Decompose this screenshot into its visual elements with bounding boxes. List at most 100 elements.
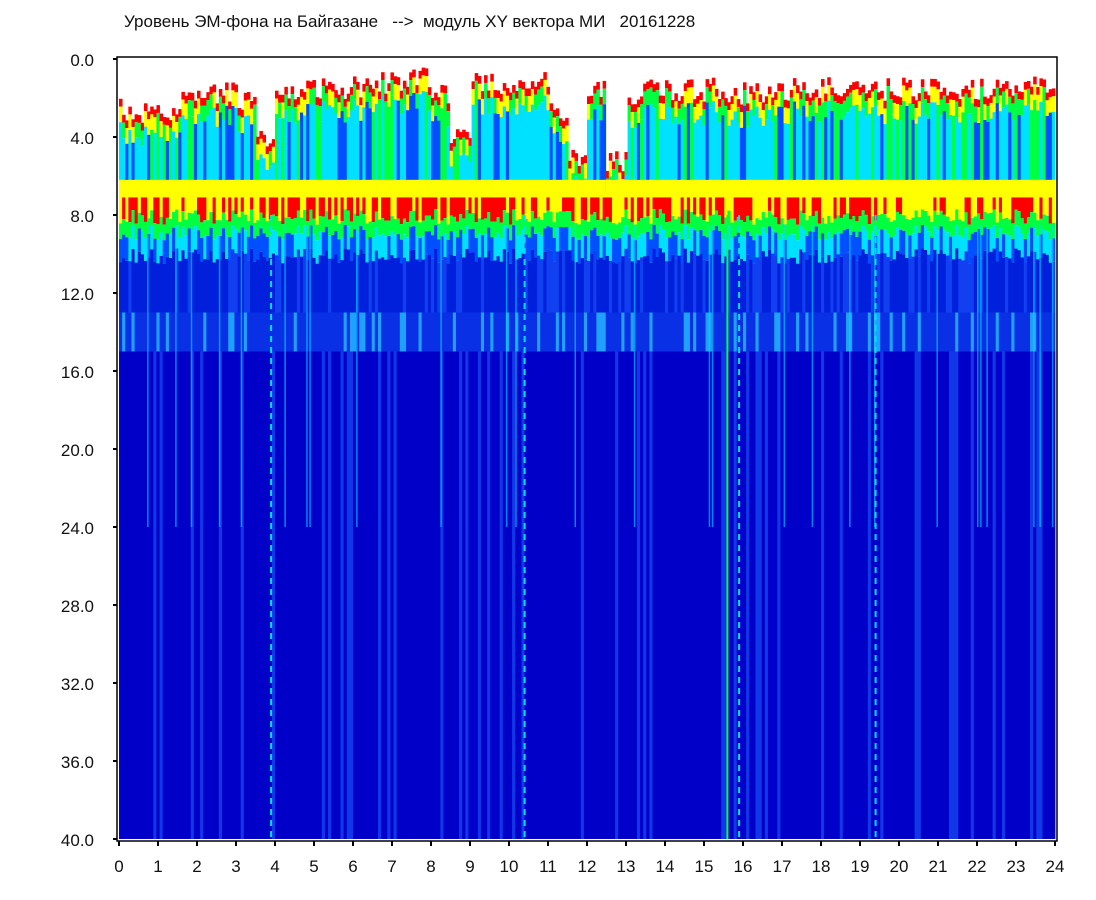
heatmap-cell bbox=[278, 179, 282, 198]
heatmap-cell bbox=[268, 312, 273, 352]
heatmap-cell bbox=[864, 230, 869, 254]
heatmap-cell bbox=[749, 109, 753, 180]
heatmap-cell bbox=[721, 99, 725, 116]
heatmap-cell bbox=[243, 100, 248, 117]
heatmap-cell bbox=[1039, 218, 1043, 235]
heatmap-cell bbox=[730, 351, 735, 839]
heatmap-cell bbox=[206, 312, 210, 352]
heatmap-cell bbox=[1048, 179, 1053, 198]
heatmap-cell bbox=[948, 115, 953, 180]
heatmap-cell bbox=[939, 115, 944, 180]
heatmap-cell bbox=[655, 217, 660, 234]
heatmap-cell bbox=[764, 104, 769, 120]
heatmap-cell bbox=[730, 119, 735, 180]
heatmap-cell bbox=[964, 351, 969, 839]
heatmap-cell bbox=[640, 96, 644, 105]
heatmap-cell bbox=[134, 312, 139, 352]
heatmap-cell bbox=[883, 179, 887, 198]
heatmap-cell bbox=[290, 197, 295, 219]
heatmap-cell bbox=[824, 116, 828, 180]
heatmap-cell bbox=[496, 179, 501, 198]
heatmap-cell bbox=[306, 197, 310, 222]
heatmap-cell bbox=[265, 260, 270, 313]
heatmap-cell bbox=[281, 179, 285, 198]
heatmap-cell bbox=[902, 351, 906, 839]
heatmap-cell bbox=[892, 102, 897, 119]
heatmap-cell bbox=[611, 223, 616, 239]
heatmap-cell bbox=[368, 351, 373, 839]
heatmap-cell bbox=[162, 116, 167, 125]
heatmap-cell bbox=[889, 237, 894, 261]
heatmap-cell bbox=[349, 312, 354, 352]
heatmap-cell bbox=[811, 100, 816, 117]
heatmap-cell bbox=[955, 209, 959, 225]
heatmap-cell bbox=[605, 255, 610, 313]
heatmap-cell bbox=[799, 210, 803, 227]
heatmap-cell bbox=[870, 312, 875, 352]
heatmap-cell bbox=[231, 179, 235, 198]
heatmap-cell bbox=[515, 236, 519, 260]
heatmap-cell bbox=[605, 351, 610, 839]
heatmap-cell bbox=[477, 233, 482, 258]
heatmap-cell bbox=[562, 250, 566, 313]
heatmap-cell bbox=[147, 218, 151, 234]
heatmap-cell bbox=[505, 197, 510, 213]
heatmap-cell bbox=[128, 222, 132, 238]
heatmap-cell bbox=[1026, 197, 1031, 218]
heatmap-cell bbox=[181, 99, 185, 116]
heatmap-cell bbox=[571, 236, 575, 261]
heatmap-cell bbox=[967, 197, 972, 225]
heatmap-cell bbox=[437, 197, 441, 224]
x-tick-label: 22 bbox=[968, 857, 987, 876]
heatmap-cell bbox=[521, 179, 525, 198]
heatmap-cell bbox=[599, 234, 603, 258]
heatmap-cell bbox=[172, 115, 176, 132]
heatmap-cell bbox=[156, 351, 160, 839]
heatmap-cell bbox=[640, 119, 644, 180]
heatmap-cell bbox=[923, 210, 928, 227]
heatmap-cell bbox=[159, 216, 164, 233]
heatmap-cell bbox=[624, 179, 628, 198]
heatmap-cell bbox=[649, 197, 653, 224]
heatmap-cell bbox=[917, 116, 922, 180]
heatmap-cell bbox=[256, 220, 260, 236]
heatmap-cell bbox=[1036, 197, 1040, 221]
heatmap-cell bbox=[577, 197, 582, 225]
heatmap-cell bbox=[409, 72, 413, 81]
heatmap-cell bbox=[549, 179, 554, 198]
heatmap-cell bbox=[424, 197, 429, 216]
heatmap-cell bbox=[855, 260, 859, 313]
heatmap-cell bbox=[122, 197, 126, 220]
heatmap-cell bbox=[290, 109, 295, 180]
heatmap-cell bbox=[1014, 179, 1018, 198]
heatmap-cell bbox=[527, 260, 532, 313]
heatmap-cell bbox=[627, 105, 632, 121]
heatmap-cell bbox=[399, 114, 404, 180]
heatmap-cell bbox=[1008, 235, 1012, 259]
heatmap-cell bbox=[811, 179, 816, 198]
heatmap-cell bbox=[221, 212, 226, 229]
heatmap-cell bbox=[487, 197, 491, 212]
heatmap-cell bbox=[808, 312, 813, 352]
heatmap-cell bbox=[780, 218, 784, 234]
heatmap-cell bbox=[630, 179, 635, 198]
heatmap-cell bbox=[830, 95, 834, 111]
heatmap-cell bbox=[590, 230, 594, 254]
heatmap-cell bbox=[824, 351, 828, 839]
heatmap-cell bbox=[683, 83, 688, 92]
heatmap-cell bbox=[624, 152, 628, 160]
heatmap-cell bbox=[512, 108, 516, 180]
heatmap-cell bbox=[328, 219, 332, 236]
x-tick-label: 17 bbox=[773, 857, 792, 876]
heatmap-cell bbox=[767, 312, 772, 352]
heatmap-cell bbox=[131, 210, 135, 226]
heatmap-cell bbox=[852, 105, 856, 180]
heatmap-cell bbox=[889, 351, 894, 839]
heatmap-cell bbox=[299, 112, 304, 180]
heatmap-cell bbox=[824, 312, 828, 352]
heatmap-cell bbox=[761, 351, 766, 839]
heatmap-cell bbox=[290, 312, 295, 352]
heatmap-cell bbox=[558, 126, 563, 142]
heatmap-cell bbox=[767, 179, 772, 198]
heatmap-cell bbox=[237, 197, 242, 218]
